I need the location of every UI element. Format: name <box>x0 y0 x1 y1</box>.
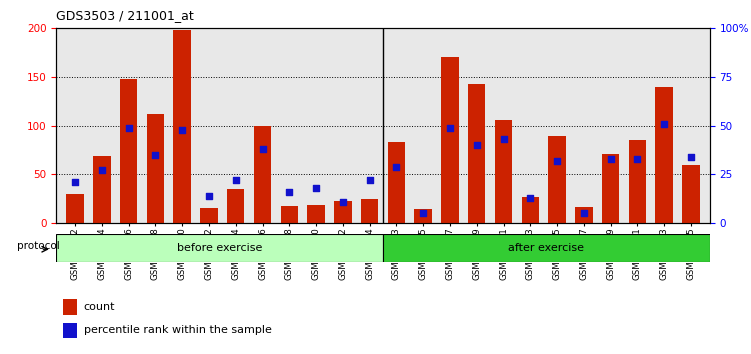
Bar <box>548 136 566 223</box>
Bar <box>468 84 485 223</box>
Point <box>685 154 697 160</box>
Bar <box>56 234 383 262</box>
Bar <box>227 189 244 223</box>
Bar <box>495 120 512 223</box>
Point <box>632 156 644 161</box>
Point <box>96 167 108 173</box>
Text: GDS3503 / 211001_at: GDS3503 / 211001_at <box>56 9 194 22</box>
Bar <box>656 87 673 223</box>
Point <box>471 142 483 148</box>
Bar <box>334 201 351 223</box>
Point <box>69 179 81 185</box>
Point <box>122 125 134 130</box>
Bar <box>307 205 324 223</box>
Text: protocol: protocol <box>17 241 59 251</box>
Point <box>176 127 189 132</box>
Text: before exercise: before exercise <box>177 243 262 253</box>
Bar <box>442 57 459 223</box>
Point <box>203 193 215 199</box>
Bar <box>120 79 137 223</box>
Text: count: count <box>84 302 115 312</box>
Point <box>310 185 322 191</box>
Point <box>658 121 670 127</box>
Bar <box>575 207 593 223</box>
Bar <box>201 209 218 223</box>
Bar <box>146 114 164 223</box>
Point <box>444 125 456 130</box>
Bar <box>388 142 405 223</box>
Bar <box>682 165 700 223</box>
Point <box>363 177 376 183</box>
Point <box>524 195 536 200</box>
Bar <box>93 156 110 223</box>
Text: percentile rank within the sample: percentile rank within the sample <box>84 325 272 336</box>
Point <box>230 177 242 183</box>
Point <box>283 189 295 195</box>
Bar <box>173 30 191 223</box>
Point <box>257 146 269 152</box>
Bar <box>63 299 77 315</box>
Bar <box>602 154 620 223</box>
Bar <box>383 234 710 262</box>
Point <box>391 164 403 170</box>
Point <box>337 199 349 205</box>
Bar <box>63 322 77 338</box>
Bar <box>254 126 271 223</box>
Bar <box>361 199 379 223</box>
Bar <box>415 210 432 223</box>
Bar <box>66 194 84 223</box>
Bar <box>522 197 539 223</box>
Point <box>497 136 509 142</box>
Point <box>417 210 429 216</box>
Point <box>551 158 563 164</box>
Point <box>605 156 617 161</box>
Point <box>149 152 161 158</box>
Text: after exercise: after exercise <box>508 243 584 253</box>
Point <box>578 210 590 216</box>
Bar <box>629 140 646 223</box>
Bar <box>281 206 298 223</box>
